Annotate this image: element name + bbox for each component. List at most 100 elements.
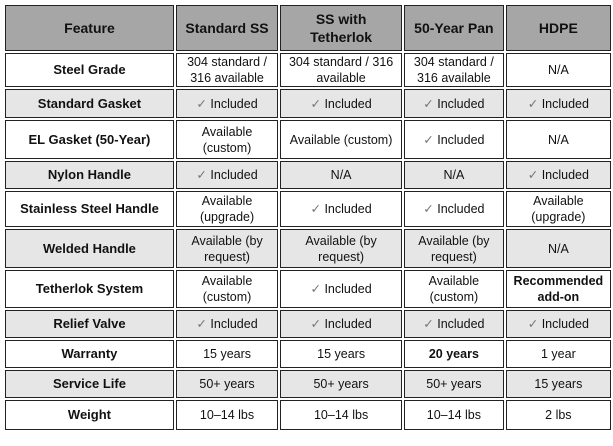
value-text: Available (by request)	[191, 233, 263, 264]
value-text: Included	[324, 282, 372, 296]
value-text: 15 years	[534, 377, 583, 391]
value-cell: N/A	[404, 161, 504, 189]
value-cell: ✓ Included	[505, 89, 611, 118]
value-text: Included	[324, 202, 372, 216]
column-header: HDPE	[505, 5, 611, 51]
value-cell: 50+ years	[280, 370, 403, 398]
table-row: Weight 10–14 lbs 10–14 lbs 10–14 lbs 2 lbs	[5, 400, 611, 430]
value-cell: N/A	[505, 120, 611, 159]
value-cell: Available (custom)	[404, 270, 504, 308]
value-cell: ✓ Included	[505, 310, 611, 338]
value-text: 2 lbs	[545, 408, 572, 422]
value-text: Available (by request)	[418, 233, 490, 264]
value-text: Available (custom)	[289, 132, 393, 147]
column-header: Standard SS	[175, 5, 279, 51]
value-cell: 15 years	[175, 340, 279, 368]
check-icon: ✓	[423, 132, 434, 147]
value-cell: ✓ Included	[175, 89, 279, 118]
value-text: 1 year	[540, 347, 576, 361]
value-cell: Available (by request)	[175, 229, 279, 268]
value-cell: 2 lbs	[505, 400, 611, 430]
feature-cell: Relief Valve	[5, 310, 174, 338]
check-icon: ✓	[310, 282, 321, 296]
feature-cell: Warranty	[5, 340, 174, 368]
comparison-table: Feature Standard SS SS with Tetherlok 50-Ye…	[3, 3, 613, 432]
value-cell: ✓ Included	[505, 161, 611, 189]
value-text: 20 years	[428, 347, 479, 361]
feature-cell: Tetherlok System	[5, 270, 174, 308]
value-cell: 304 standard / 316 available	[404, 53, 504, 87]
header-row: Feature Standard SS SS with Tetherlok 50-Ye…	[5, 5, 611, 51]
table-row: Service Life 50+ years 50+ years 50+ years 1…	[5, 370, 611, 398]
value-text: Included	[541, 168, 589, 182]
check-icon: ✓	[423, 317, 434, 331]
value-cell: 50+ years	[404, 370, 504, 398]
table-row: Warranty 15 years 15 years 20 years 1 year	[5, 340, 611, 368]
feature-cell: Stainless Steel Handle	[5, 191, 174, 227]
value-cell: Available (by request)	[280, 229, 403, 268]
value-text: Recommended add-on	[513, 274, 604, 304]
check-icon: ✓	[310, 317, 321, 331]
value-cell: 15 years	[280, 340, 403, 368]
check-icon: ✓	[196, 317, 207, 331]
table-row: Steel Grade 304 standard / 316 available 3…	[5, 53, 611, 87]
table-row: EL Gasket (50-Year) Available (custom) Ava…	[5, 120, 611, 159]
value-cell: N/A	[280, 161, 403, 189]
value-cell: ✓ Included	[280, 191, 403, 227]
value-text: 50+ years	[199, 377, 255, 391]
value-text: Available (by request)	[305, 233, 377, 264]
value-cell: ✓ Included	[280, 270, 403, 308]
value-cell: 10–14 lbs	[280, 400, 403, 430]
check-icon: ✓	[196, 96, 207, 111]
value-text: 304 standard / 316 available	[413, 55, 494, 85]
table-row: Welded Handle Available (by request) Avail…	[5, 229, 611, 268]
value-text: 10–14 lbs	[199, 408, 255, 422]
value-cell: Available (upgrade)	[505, 191, 611, 227]
feature-cell: Standard Gasket	[5, 89, 174, 118]
feature-cell: Welded Handle	[5, 229, 174, 268]
value-text: N/A	[443, 168, 465, 182]
column-header: SS with Tetherlok	[280, 5, 403, 51]
feature-cell: Weight	[5, 400, 174, 430]
value-text: Included	[541, 317, 589, 331]
value-cell: 10–14 lbs	[175, 400, 279, 430]
feature-cell: Nylon Handle	[5, 161, 174, 189]
value-cell: 50+ years	[175, 370, 279, 398]
value-text: Included	[210, 168, 258, 182]
value-cell: ✓ Included	[404, 310, 504, 338]
value-cell: ✓ Included	[280, 89, 403, 118]
feature-cell: EL Gasket (50-Year)	[5, 120, 174, 159]
value-text: N/A	[547, 241, 569, 256]
value-cell: ✓ Included	[175, 161, 279, 189]
value-cell: Recommended add-on	[505, 270, 611, 308]
value-cell: Available (upgrade)	[175, 191, 279, 227]
table-row: Tetherlok System Available (custom) ✓ Incl…	[5, 270, 611, 308]
value-text: Included	[437, 96, 485, 111]
check-icon: ✓	[196, 168, 207, 182]
value-text: Included	[437, 202, 485, 216]
value-cell: 304 standard / 316 available	[280, 53, 403, 87]
value-cell: 10–14 lbs	[404, 400, 504, 430]
value-cell: ✓ Included	[404, 191, 504, 227]
value-text: Available (custom)	[201, 124, 253, 155]
check-icon: ✓	[527, 317, 539, 331]
value-cell: N/A	[505, 53, 611, 87]
value-text: Available (custom)	[428, 274, 480, 304]
table-row: Nylon Handle ✓ Included N/A N/A ✓ Included	[5, 161, 611, 189]
value-text: Included	[437, 132, 485, 147]
check-icon: ✓	[527, 168, 539, 182]
value-text: 50+ years	[313, 377, 369, 391]
value-cell: ✓ Included	[175, 310, 279, 338]
value-cell: 1 year	[505, 340, 611, 368]
value-text: 304 standard / 316 available	[187, 55, 267, 85]
check-icon: ✓	[527, 96, 539, 111]
value-cell: ✓ Included	[280, 310, 403, 338]
value-text: Included	[210, 317, 258, 331]
table-row: Relief Valve ✓ Included ✓ Included ✓ Includ…	[5, 310, 611, 338]
column-header: 50-Year Pan	[404, 5, 504, 51]
check-icon: ✓	[423, 202, 434, 216]
check-icon: ✓	[310, 202, 321, 216]
value-cell: Available (custom)	[280, 120, 403, 159]
value-text: 50+ years	[426, 377, 482, 391]
value-text: Available (upgrade)	[531, 194, 586, 224]
